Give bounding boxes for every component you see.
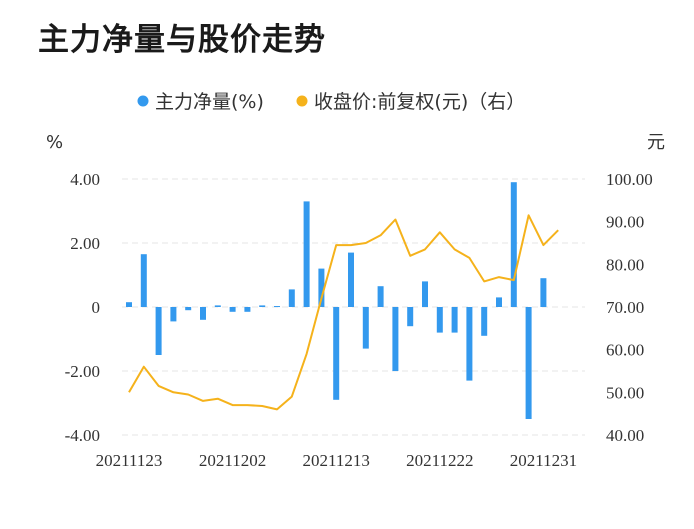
x-tick-label: 20211123 bbox=[96, 451, 163, 470]
price-line bbox=[128, 214, 559, 411]
bar bbox=[229, 307, 236, 312]
legend-line-label: 收盘价:前复权(元)（右） bbox=[314, 91, 525, 113]
left-tick-label: -4.00 bbox=[65, 426, 100, 445]
bar bbox=[451, 307, 458, 333]
bar bbox=[510, 182, 517, 307]
bar bbox=[185, 307, 192, 311]
left-axis: 4.00 2.00 0 -2.00 -4.00 bbox=[65, 170, 100, 445]
bar bbox=[244, 307, 251, 312]
bar bbox=[259, 305, 266, 307]
legend: 主力净量(%) 收盘价:前复权(元)（右） bbox=[137, 91, 525, 113]
bar bbox=[288, 289, 295, 307]
bar bbox=[525, 307, 532, 419]
x-tick-label: 20211222 bbox=[406, 451, 473, 470]
bar bbox=[214, 305, 221, 307]
bar bbox=[496, 297, 502, 307]
right-tick-label: 100.00 bbox=[606, 170, 653, 189]
bar-series bbox=[126, 182, 547, 419]
right-tick-label: 50.00 bbox=[606, 383, 644, 402]
bar bbox=[274, 306, 280, 308]
legend-line-marker bbox=[296, 95, 308, 107]
bar bbox=[422, 281, 428, 307]
left-tick-label: 4.00 bbox=[70, 170, 100, 189]
x-axis: 20211123 20211202 20211213 20211222 20211231 bbox=[96, 451, 577, 470]
left-tick-label: 2.00 bbox=[70, 234, 100, 253]
legend-bar-marker bbox=[137, 95, 149, 107]
x-tick-label: 20211202 bbox=[199, 451, 266, 470]
bar bbox=[362, 307, 369, 349]
bar bbox=[126, 302, 132, 307]
bar bbox=[392, 307, 399, 371]
bar bbox=[200, 307, 206, 320]
x-tick-label: 20211231 bbox=[510, 451, 577, 470]
bar bbox=[466, 307, 473, 381]
right-tick-label: 80.00 bbox=[606, 255, 644, 274]
right-tick-label: 90.00 bbox=[606, 213, 644, 232]
bar bbox=[333, 307, 340, 400]
bar bbox=[318, 268, 325, 307]
bar bbox=[348, 252, 354, 307]
right-tick-label: 40.00 bbox=[606, 426, 644, 445]
bar bbox=[170, 307, 177, 322]
left-axis-unit: % bbox=[46, 132, 63, 153]
right-axis: 100.00 90.00 80.00 70.00 60.00 50.00 40.00 bbox=[606, 170, 653, 445]
bar bbox=[377, 286, 384, 307]
bar bbox=[540, 278, 547, 307]
bar bbox=[155, 307, 162, 355]
right-tick-label: 60.00 bbox=[606, 341, 644, 360]
right-tick-label: 70.00 bbox=[606, 298, 644, 317]
right-axis-unit: 元 bbox=[647, 132, 665, 153]
x-tick-label: 20211213 bbox=[303, 451, 370, 470]
left-tick-label: 0 bbox=[92, 298, 101, 317]
legend-bar-label: 主力净量(%) bbox=[155, 91, 264, 113]
left-tick-label: -2.00 bbox=[65, 362, 100, 381]
bar bbox=[407, 307, 414, 327]
line-series bbox=[128, 214, 559, 411]
bar bbox=[140, 254, 147, 307]
page-title: 主力净量与股价走势 bbox=[38, 22, 326, 58]
bar bbox=[436, 307, 443, 333]
bar bbox=[303, 201, 310, 307]
bar bbox=[481, 307, 488, 336]
